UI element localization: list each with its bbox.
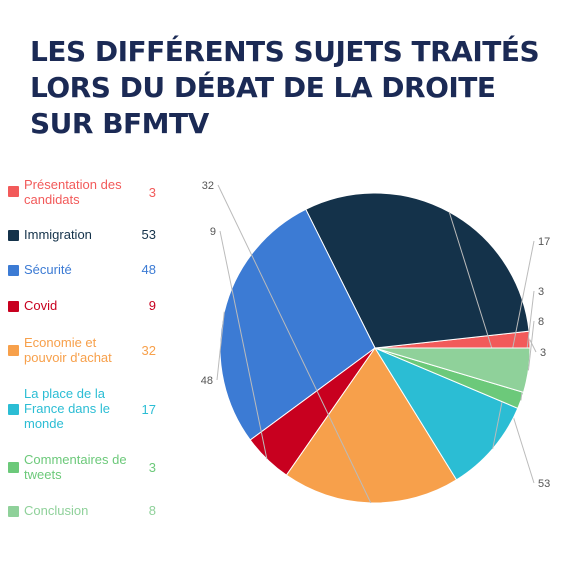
slice-value-label: 32: [202, 180, 214, 192]
leader-line: [492, 240, 535, 449]
legend-swatch: [8, 345, 19, 356]
pie-slice: [285, 347, 458, 504]
leader-line: [216, 311, 225, 381]
legend-label: Conclusion: [24, 503, 89, 518]
legend-label: Immigration: [24, 227, 92, 242]
chart-title: LES DIFFÉRENTS SUJETS TRAITÉS LORS DU DÉ…: [30, 34, 550, 142]
legend-value: 17: [141, 402, 156, 417]
title-line-3: SUR BFMTV: [30, 107, 209, 140]
legend-value: 3: [148, 460, 156, 475]
leader-line: [448, 211, 535, 484]
slice-value-label: 3: [540, 347, 546, 359]
legend-value: 8: [148, 503, 156, 518]
slice-value-label: 8: [538, 316, 544, 328]
slice-value-label: 9: [210, 226, 216, 238]
legend-value: 3: [148, 185, 156, 200]
legend: Présentation des candidats 3 Immigration…: [0, 0, 170, 567]
leader-line: [217, 184, 372, 504]
leader-line: [527, 320, 535, 371]
legend-label: Sécurité: [24, 262, 72, 277]
legend-value: 53: [141, 227, 156, 242]
title-line-1: LES DIFFÉRENTS SUJETS TRAITÉS: [30, 35, 540, 68]
slice-value-label: 48: [201, 375, 213, 387]
leader-line: [219, 230, 268, 460]
legend-swatch: [8, 186, 19, 197]
pie-slice: [374, 347, 531, 394]
slice-value-label: 3: [538, 286, 544, 298]
legend-value: 48: [141, 262, 156, 277]
legend-label: Covid: [24, 298, 58, 313]
pie-slice: [373, 346, 519, 481]
legend-value: 9: [148, 298, 156, 313]
legend-swatch: [8, 462, 19, 473]
legend-swatch: [8, 301, 19, 312]
legend-swatch: [8, 230, 19, 241]
legend-value: 32: [141, 343, 156, 358]
legend-swatch: [8, 506, 19, 517]
legend-label: La place de la France dans le monde: [24, 386, 110, 431]
title-line-2: LORS DU DÉBAT DE LA DROITE: [30, 71, 496, 104]
leader-line: [529, 339, 537, 353]
legend-swatch: [8, 404, 19, 415]
legend-swatch: [8, 265, 19, 276]
legend-label: Présentation des candidats: [24, 177, 122, 207]
slice-value-label: 53: [538, 478, 550, 490]
slice-value-label: 17: [538, 236, 550, 248]
legend-label: Commentaires de tweets: [24, 452, 127, 482]
legend-label: Economie et pouvoir d'achat: [24, 335, 112, 365]
